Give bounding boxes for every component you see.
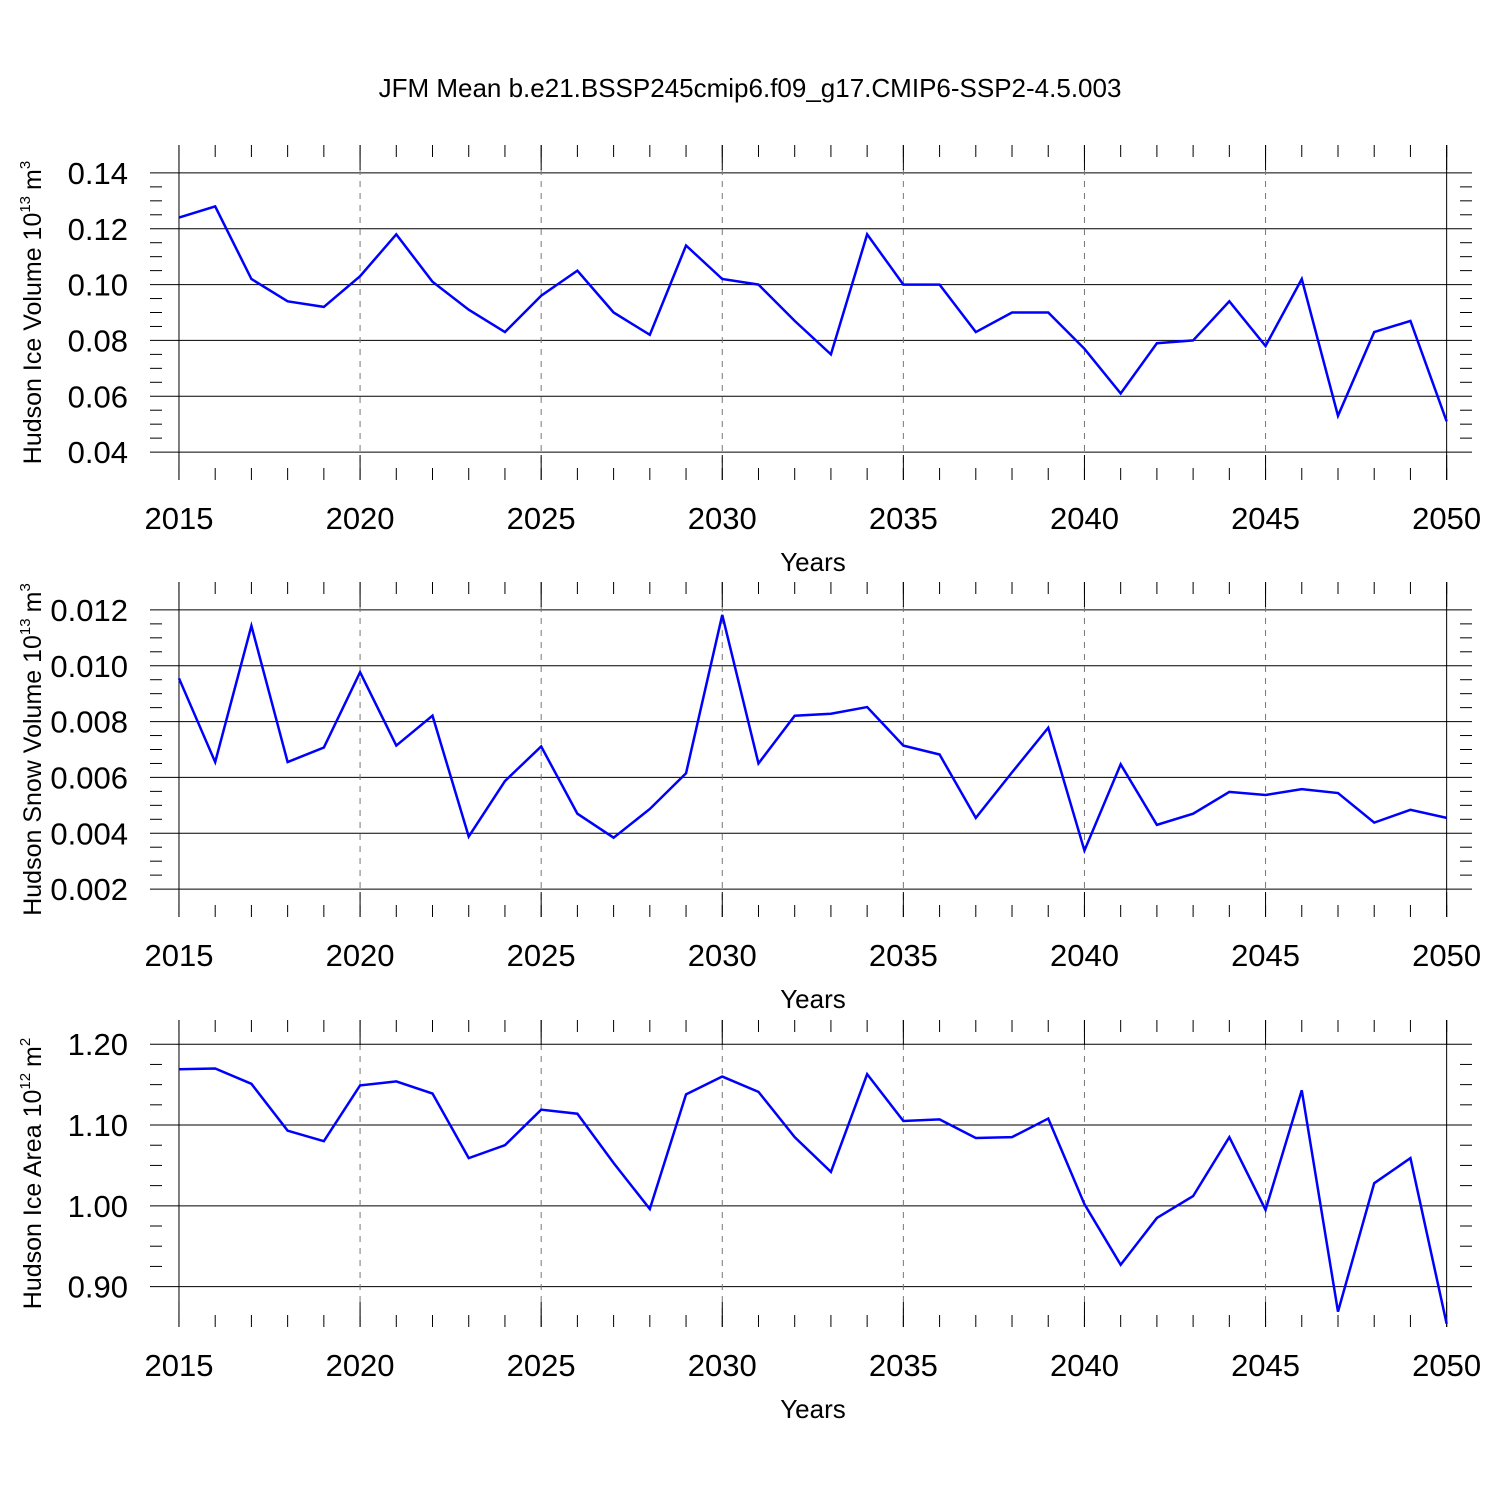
y-tick-label: 1.20 — [68, 1027, 128, 1062]
y-label-unit-exponent: 3 — [17, 583, 34, 591]
x-tick-label: 2020 — [326, 938, 395, 973]
y-axis-label: Hudson Ice Volume 1013 m3 — [17, 161, 47, 464]
x-tick-label: 2020 — [326, 501, 395, 536]
x-tick-label: 2050 — [1412, 1348, 1481, 1383]
x-tick-label: 2015 — [144, 501, 213, 536]
y-tick-label: 0.06 — [68, 379, 128, 414]
y-label-text: Hudson Snow Volume 10 — [19, 635, 47, 916]
y-tick-label: 0.010 — [50, 649, 128, 684]
y-tick-label: 0.04 — [68, 435, 128, 470]
x-tick-label: 2030 — [688, 938, 757, 973]
y-label-text: Hudson Ice Area 10 — [19, 1090, 47, 1310]
data-line — [178, 204, 1448, 422]
data-line — [177, 614, 1447, 855]
plot-frame — [150, 1020, 1472, 1327]
x-axis-label: Years — [780, 1394, 846, 1424]
y-tick-label: 0.008 — [50, 705, 128, 740]
y-tick-label: 0.002 — [50, 872, 128, 907]
x-tick-label: 2030 — [688, 1348, 757, 1383]
y-axis-label: Hudson Snow Volume 1013 m3 — [17, 583, 47, 916]
y-tick-label: 0.90 — [68, 1270, 128, 1305]
x-tick-label: 2045 — [1231, 1348, 1300, 1383]
x-tick-label: 2035 — [869, 938, 938, 973]
x-tick-label: 2020 — [326, 1348, 395, 1383]
x-tick-label: 2040 — [1050, 938, 1119, 973]
x-tick-label: 2025 — [507, 501, 576, 536]
y-label-exponent: 13 — [17, 196, 34, 213]
y-label-unit-exponent: 3 — [17, 161, 34, 169]
x-tick-label: 2025 — [507, 1348, 576, 1383]
plot-frame — [150, 145, 1472, 480]
y-label-unit-exponent: 2 — [17, 1038, 34, 1046]
x-tick-label: 2030 — [688, 501, 757, 536]
y-tick-label: 0.08 — [68, 323, 128, 358]
x-tick-label: 2015 — [144, 1348, 213, 1383]
data-line — [178, 1067, 1448, 1325]
x-tick-label: 2045 — [1231, 938, 1300, 973]
x-tick-label: 2050 — [1412, 501, 1481, 536]
y-tick-label: 0.004 — [50, 816, 128, 851]
x-axis-label: Years — [780, 547, 846, 577]
x-tick-label: 2040 — [1050, 1348, 1119, 1383]
x-tick-label: 2015 — [144, 938, 213, 973]
x-tick-label: 2045 — [1231, 501, 1300, 536]
y-tick-label: 0.14 — [68, 156, 128, 191]
y-tick-label: 0.10 — [68, 268, 128, 303]
x-tick-label: 2035 — [869, 501, 938, 536]
plot-frame — [150, 582, 1472, 917]
y-tick-label: 0.006 — [50, 760, 128, 795]
x-axis-label: Years — [780, 984, 846, 1014]
x-tick-label: 2040 — [1050, 501, 1119, 536]
y-tick-label: 1.10 — [68, 1108, 128, 1143]
chart-title: JFM Mean b.e21.BSSP245cmip6.f09_g17.CMIP… — [379, 73, 1122, 103]
y-tick-label: 0.12 — [68, 212, 128, 247]
y-tick-label: 0.012 — [50, 593, 128, 628]
y-label-unit: m — [19, 1046, 47, 1067]
y-tick-label: 1.00 — [68, 1189, 128, 1224]
y-label-unit: m — [19, 169, 47, 190]
x-tick-label: 2050 — [1412, 938, 1481, 973]
y-label-exponent: 13 — [17, 618, 34, 635]
x-tick-label: 2025 — [507, 938, 576, 973]
y-label-exponent: 12 — [17, 1073, 34, 1090]
x-tick-label: 2035 — [869, 1348, 938, 1383]
y-axis-label: Hudson Ice Area 1012 m2 — [17, 1038, 47, 1309]
y-label-text: Hudson Ice Volume 10 — [19, 213, 47, 465]
y-label-unit: m — [19, 592, 47, 613]
